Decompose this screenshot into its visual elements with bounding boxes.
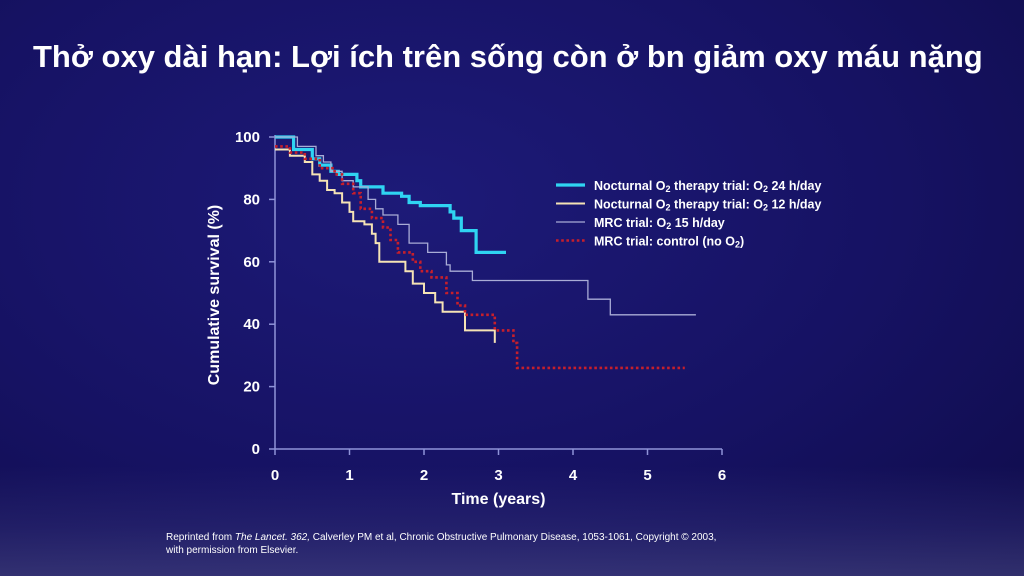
y-tick-label: 60 [243,254,260,271]
y-tick-label: 100 [235,129,260,146]
chart-series-lines [275,135,696,370]
legend-text: therapy trial: O [671,198,764,212]
x-tick-label: 6 [718,467,726,484]
legend-text: 15 h/day [671,216,725,230]
legend-label-1: Nocturnal O2 therapy trial: O2 24 h/day [594,179,822,194]
x-tick-label: 1 [345,467,353,484]
legend-text: ) [740,235,744,249]
y-tick-label: 40 [243,316,260,333]
x-axis-label: Time (years) [452,491,546,508]
legend-label-2: Nocturnal O2 therapy trial: O2 12 h/day [594,198,822,213]
y-axis-label: Cumulative survival (%) [206,205,223,386]
legend-text: Nocturnal O [594,198,666,212]
series-line-3 [275,136,696,316]
credit-journal: The Lancet. 362, [234,532,310,543]
legend-text: MRC trial: O [594,216,667,230]
chart-legend: Nocturnal O2 therapy trial: O2 24 h/dayN… [556,179,822,250]
credit-rest: Calverley PM et al, Chronic Obstructive … [309,532,717,543]
reprint-credit: Reprinted from The Lancet. 362, Calverle… [166,531,806,557]
legend-subscript: 2 [666,203,671,213]
legend-label-4: MRC trial: control (no O2) [594,235,744,250]
legend-label-3: MRC trial: O2 15 h/day [594,216,725,231]
legend-subscript: 2 [763,203,768,213]
legend-subscript: 2 [735,240,740,250]
y-tick-label: 20 [243,379,260,396]
y-tick-label: 0 [252,441,260,458]
legend-text: 24 h/day [768,179,822,193]
x-tick-label: 0 [271,467,279,484]
credit-prefix: Reprinted from [166,532,235,543]
legend-text: Nocturnal O [594,179,666,193]
legend-text: MRC trial: control (no O [594,235,735,249]
x-tick-label: 3 [494,467,502,484]
x-tick-label: 2 [420,467,428,484]
slide-title: Thở oxy dài hạn: Lợi ích trên sống còn ở… [33,39,983,74]
credit-line2: with permission from Elsevier. [166,545,299,556]
legend-text: therapy trial: O [671,179,764,193]
x-tick-label: 5 [643,467,651,484]
legend-text: 12 h/day [768,198,822,212]
legend-subscript: 2 [763,184,768,194]
series-line-2 [275,148,496,343]
background-texture [0,466,1024,576]
legend-subscript: 2 [666,221,671,231]
legend-subscript: 2 [666,184,671,194]
series-line-4 [275,145,685,370]
y-tick-label: 80 [243,191,260,208]
x-tick-label: 4 [569,467,578,484]
